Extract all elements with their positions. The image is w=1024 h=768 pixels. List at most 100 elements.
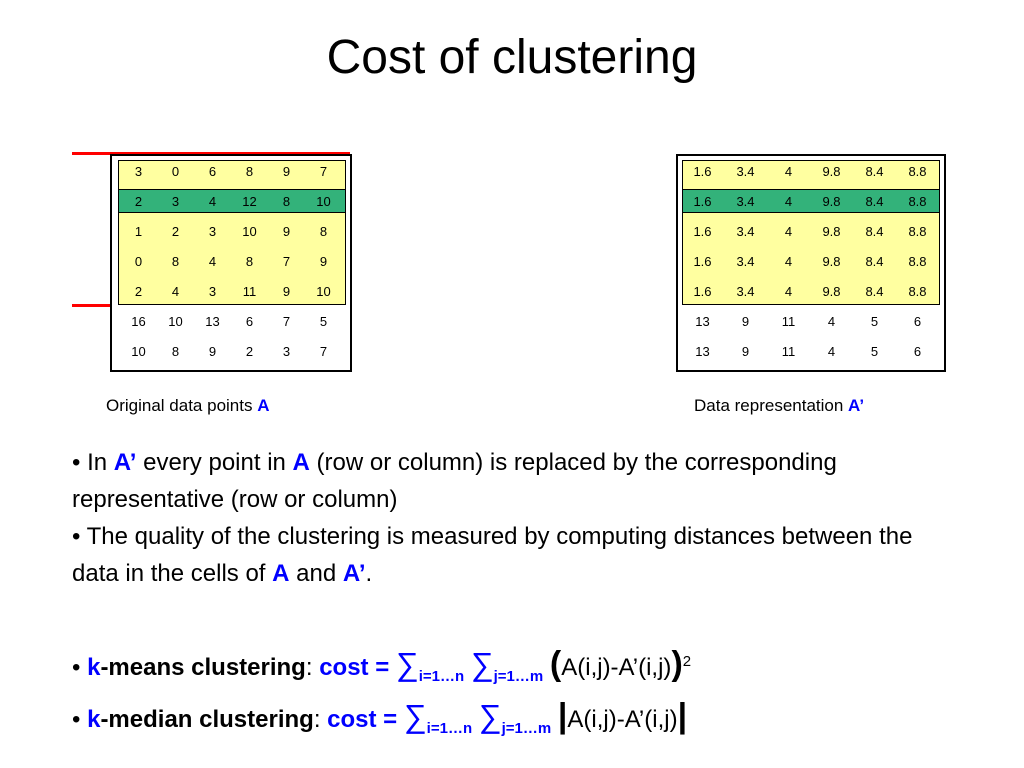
matrix-cell: 4 — [171, 283, 180, 299]
colon: : — [313, 706, 328, 733]
matrix-cell: 8 — [171, 343, 180, 359]
matrix-cell: 7 — [319, 163, 328, 179]
matrix-a-prime: 1.6 3.4 4 9.8 8.4 8.8 1.6 3.4 4 9.8 8.4 8.8 1.6 3.4 4 9… — [676, 154, 946, 372]
highlighted-row — [682, 189, 940, 213]
matrix-cell: 10 — [316, 283, 331, 299]
matrix-cell: 9 — [208, 343, 217, 359]
matrix-cell: 8.8 — [908, 253, 927, 269]
matrix-row: 10 8 9 2 3 7 — [120, 336, 342, 366]
k-symbol: k — [87, 706, 101, 733]
bullet-1-pre: • In — [72, 449, 114, 476]
kmeans-label: -means clustering — [100, 654, 306, 681]
matrix-cell: 1.6 — [693, 223, 712, 239]
sum-i-symbol: ∑ — [403, 698, 427, 734]
matrix-cell: 4 — [784, 223, 793, 239]
matrix-cell: 9.8 — [822, 223, 841, 239]
matrix-row: 1.6 3.4 4 9.8 8.4 8.8 — [681, 246, 939, 276]
bullet-dot: • — [72, 706, 88, 733]
matrix-cell: 3.4 — [736, 253, 755, 269]
matrix-cell: 9.8 — [822, 253, 841, 269]
matrix-row: 2 3 4 12 8 10 — [120, 186, 342, 216]
bullet-1-sym2: A — [292, 449, 310, 476]
matrix-cell: 13 — [695, 343, 710, 359]
matrix-cell: 11 — [242, 283, 257, 299]
matrix-row: 0 8 4 8 7 9 — [120, 246, 342, 276]
matrix-cell: 3 — [208, 283, 217, 299]
matrix-cell: 6 — [208, 163, 217, 179]
matrix-cell: 8 — [171, 253, 180, 269]
matrix-cell: 4 — [827, 313, 836, 329]
caption-left: Original data points A — [106, 396, 269, 416]
caption-right: Data representation A’ — [694, 396, 864, 416]
matrix-cell: 9 — [282, 163, 291, 179]
k-symbol: k — [87, 654, 101, 681]
sum-i-range: i=1…n — [418, 667, 465, 685]
bullet-2-sym2: A’ — [342, 560, 366, 587]
matrix-cell: 8.4 — [865, 223, 884, 239]
cluster-boundary-top-left — [72, 152, 350, 155]
bullet-2-sym1: A — [272, 560, 290, 587]
matrix-cell: 10 — [316, 193, 331, 209]
matrix-cell: 7 — [282, 313, 291, 329]
matrix-cell: 9.8 — [822, 283, 841, 299]
matrix-cell: 4 — [784, 193, 793, 209]
bullet-1: • In A’ every point in A (row or column)… — [72, 444, 952, 518]
matrix-cell: 4 — [208, 253, 217, 269]
matrix-cell: 1.6 — [693, 193, 712, 209]
matrix-cell: 1.6 — [693, 163, 712, 179]
matrix-cell: 16 — [131, 313, 146, 329]
matrix-row: 13 9 11 4 5 6 — [681, 336, 939, 366]
matrix-cell: 8.4 — [865, 283, 884, 299]
matrix-cell: 3 — [208, 223, 217, 239]
matrix-cell: 1.6 — [693, 253, 712, 269]
matrix-a-prime-table: 1.6 3.4 4 9.8 8.4 8.8 1.6 3.4 4 9.8 8.4 8.8 1.6 3.4 4 9… — [681, 156, 939, 366]
matrix-cell: 8 — [282, 193, 291, 209]
matrix-cell: 9 — [741, 343, 750, 359]
matrix-cell: 4 — [208, 193, 217, 209]
matrix-row: 1.6 3.4 4 9.8 8.4 8.8 — [681, 216, 939, 246]
matrix-cell: 3 — [134, 163, 143, 179]
matrix-cell: 3 — [282, 343, 291, 359]
matrix-cell: 2 — [171, 223, 180, 239]
caption-left-text: Original data points — [106, 396, 258, 415]
matrix-cell: 13 — [205, 313, 220, 329]
matrix-row: 1 2 3 10 9 8 — [120, 216, 342, 246]
matrix-cell: 9.8 — [822, 193, 841, 209]
sum-i-symbol: ∑ — [395, 646, 419, 682]
matrix-cell: 8.4 — [865, 163, 884, 179]
matrix-cell: 8 — [319, 223, 328, 239]
highlighted-row — [118, 189, 346, 213]
matrix-cell: 9.8 — [822, 163, 841, 179]
matrix-cell: 3.4 — [736, 283, 755, 299]
bullet-1-mid: every point in — [136, 449, 293, 476]
matrix-cell: 10 — [131, 343, 146, 359]
matrix-cell: 1 — [134, 223, 143, 239]
matrix-cell: 7 — [282, 253, 291, 269]
matrix-row: 3 0 6 8 9 7 — [120, 156, 342, 186]
matrix-cell: 8.8 — [908, 223, 927, 239]
matrix-cell: 8.8 — [908, 163, 927, 179]
matrix-cell: 8 — [245, 253, 254, 269]
matrix-a: 3 0 6 8 9 7 2 3 4 12 8 10 1 2 3 10 9 8 0 8 4 8 7 9 2 4 3 11 9 10 16 10 1… — [110, 154, 352, 372]
abs-bar-left: | — [557, 697, 568, 735]
matrix-row: 13 9 11 4 5 6 — [681, 306, 939, 336]
slide-title: Cost of clustering — [326, 31, 698, 84]
cost-label: cost = — [327, 706, 404, 733]
matrix-cell: 1.6 — [693, 283, 712, 299]
matrix-cell: 4 — [827, 343, 836, 359]
kmedian-label: -median clustering — [100, 706, 314, 733]
matrix-cell: 2 — [134, 193, 143, 209]
sum-j-range: j=1…m — [493, 667, 544, 685]
open-paren: ( — [549, 645, 562, 683]
matrix-cell: 9 — [282, 223, 291, 239]
matrix-cell: 8.8 — [908, 283, 927, 299]
matrix-cell: 7 — [319, 343, 328, 359]
sum-j-symbol: ∑ — [478, 698, 502, 734]
cluster-band — [118, 160, 346, 305]
matrix-cell: 0 — [134, 253, 143, 269]
matrix-cell: 11 — [781, 313, 796, 329]
colon: : — [305, 654, 320, 681]
matrix-cell: 9 — [282, 283, 291, 299]
matrix-cell: 3.4 — [736, 163, 755, 179]
matrix-row: 2 4 3 11 9 10 — [120, 276, 342, 306]
